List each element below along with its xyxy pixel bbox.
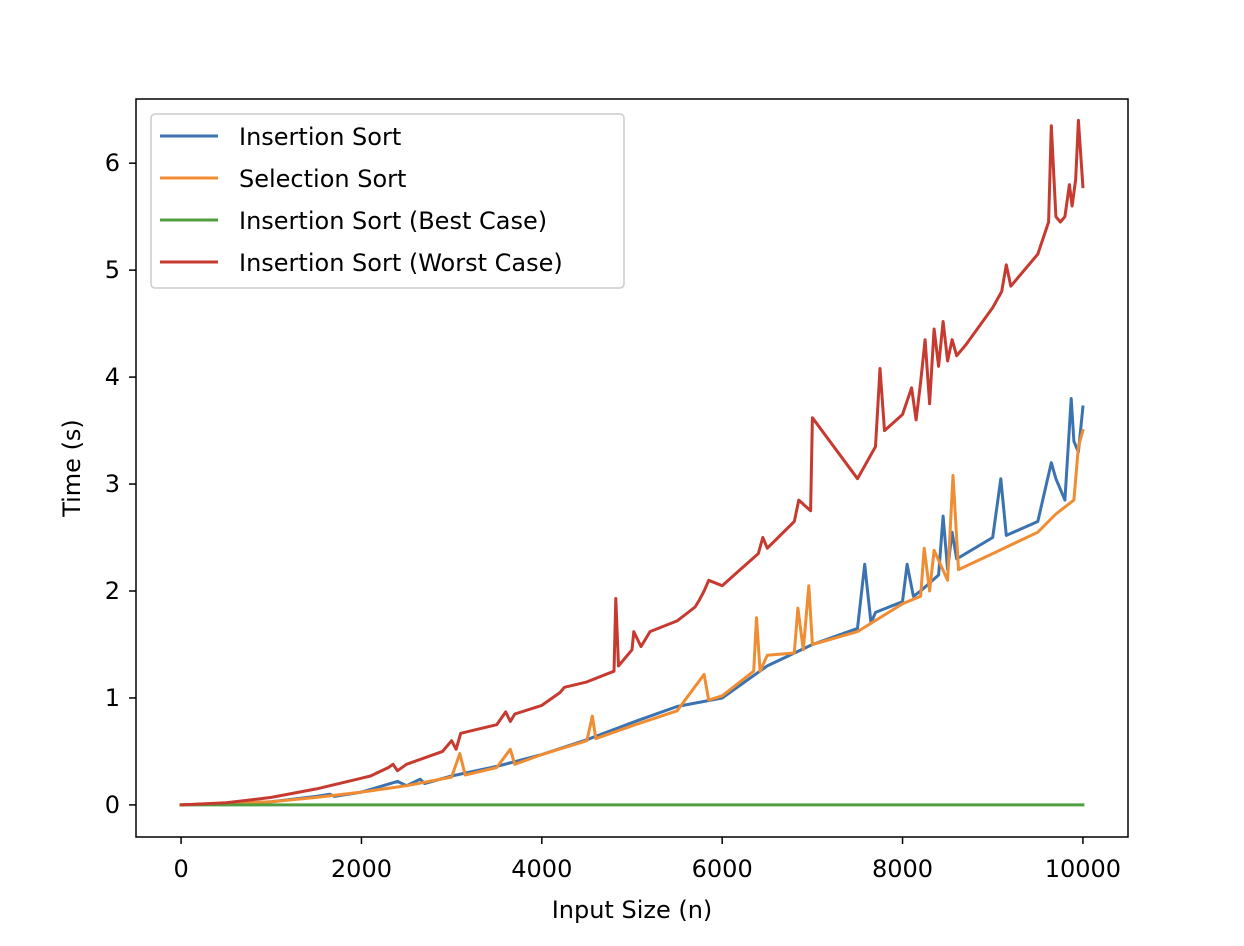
legend-label-2: Insertion Sort (Best Case) <box>239 207 547 235</box>
x-tick-label: 2000 <box>331 855 392 883</box>
y-tick-label: 0 <box>105 791 120 819</box>
series-line-1 <box>179 428 1085 807</box>
y-tick-label: 6 <box>105 149 120 177</box>
x-tick-label: 0 <box>173 855 188 883</box>
x-tick-label: 10000 <box>1045 855 1121 883</box>
y-tick-label: 3 <box>105 470 120 498</box>
series-layer <box>179 118 1085 807</box>
y-axis-ticks: 0 1 2 3 4 5 6 <box>105 149 136 819</box>
y-tick-label: 5 <box>105 256 120 284</box>
legend-box <box>150 113 625 289</box>
x-tick-label: 4000 <box>511 855 572 883</box>
y-tick-label: 2 <box>105 577 120 605</box>
y-axis-label: Time (s) <box>58 419 86 518</box>
x-axis-label: Input Size (n) <box>552 896 713 924</box>
plot-area-frame <box>135 98 1129 838</box>
legend-label-1: Selection Sort <box>239 165 406 193</box>
legend-label-0: Insertion Sort <box>239 123 401 151</box>
y-tick-label: 1 <box>105 684 120 712</box>
x-tick-label: 6000 <box>692 855 753 883</box>
y-tick-label: 4 <box>105 363 120 391</box>
series-line-3 <box>179 118 1085 807</box>
legend-label-3: Insertion Sort (Worst Case) <box>239 249 563 277</box>
series-line-0 <box>179 397 1085 807</box>
x-tick-label: 8000 <box>872 855 933 883</box>
x-axis-ticks: 0 2000 4000 6000 8000 10000 <box>173 837 1121 883</box>
legend: Insertion Sort Selection Sort Insertion So… <box>150 113 625 289</box>
